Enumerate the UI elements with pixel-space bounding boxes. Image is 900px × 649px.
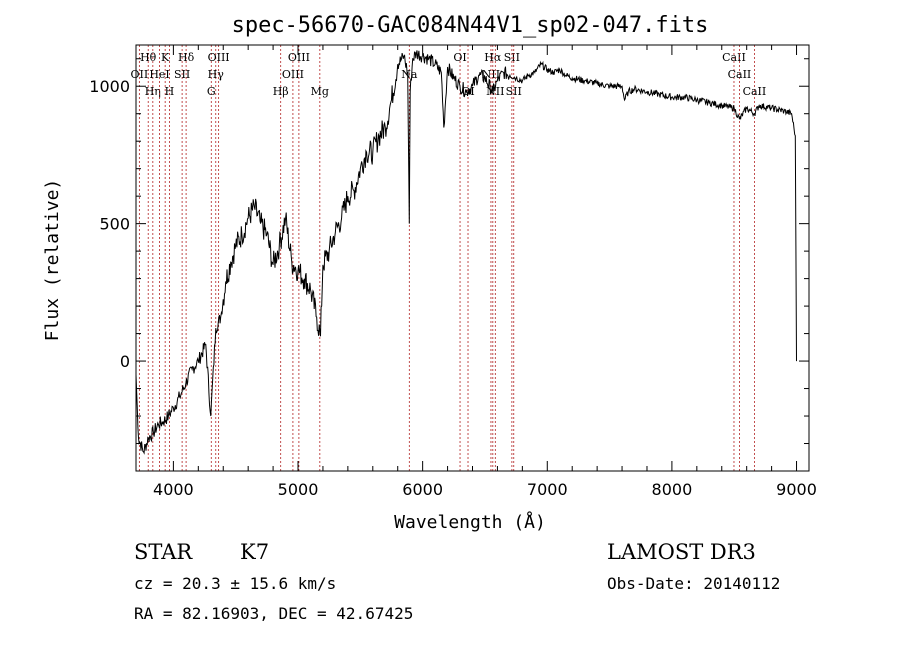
- marker-label-14: Mg: [311, 85, 329, 98]
- y-tick-label-2: 1000: [89, 77, 130, 96]
- marker-label-13: OIII: [288, 51, 310, 64]
- marker-label-23: CaII: [722, 51, 746, 64]
- x-tick-label-0: 4000: [153, 480, 194, 499]
- marker-label-1: OII: [131, 68, 149, 81]
- x-tick-label-2: 6000: [402, 480, 443, 499]
- marker-label-8: G: [207, 85, 216, 98]
- marker-label-7: Hδ: [178, 51, 195, 64]
- y-tick-label-0: 0: [120, 352, 130, 371]
- x-tick-label-1: 5000: [278, 480, 319, 499]
- marker-label-16: OI: [453, 51, 466, 64]
- plot-frame: [135, 44, 810, 472]
- object-subclass: K7: [240, 540, 270, 564]
- x-tick-label-3: 7000: [527, 480, 568, 499]
- coordinates: RA = 82.16903, DEC = 42.67425: [134, 604, 414, 623]
- marker-label-19: Hα: [484, 51, 502, 64]
- y-axis-label: Flux (relative): [42, 179, 63, 342]
- marker-label-0: Hθ: [140, 51, 157, 64]
- x-tick-label-4: 8000: [652, 480, 693, 499]
- marker-label-4: K: [161, 51, 170, 64]
- x-tick-label-5: 9000: [776, 480, 817, 499]
- marker-label-12: OIII: [282, 68, 304, 81]
- marker-label-22: SII: [506, 85, 522, 98]
- chart-title: spec-56670-GAC084N44V1_sp02-047.fits: [232, 13, 709, 38]
- series-line-flux: [135, 50, 797, 455]
- observation-date: Obs-Date: 20140112: [607, 574, 781, 593]
- series-layer: [135, 50, 797, 455]
- marker-label-24: CaII: [728, 68, 752, 81]
- redshift-velocity: cz = 20.3 ± 15.6 km/s: [134, 574, 337, 593]
- marker-label-9: Hγ: [208, 68, 225, 81]
- y-tick-label-1: 500: [99, 215, 130, 234]
- marker-label-5: H: [165, 85, 175, 98]
- survey-name: LAMOST DR3: [607, 540, 756, 564]
- marker-label-6: SII: [174, 68, 190, 81]
- x-axis-label: Wavelength (Å): [394, 511, 546, 533]
- marker-label-11: Hβ: [273, 85, 289, 98]
- marker-label-15: Na: [401, 68, 418, 81]
- spectral-line-markers: Hθ OII Hη HeI K H SII Hδ G Hγ OIII Hβ OIII OIII Mg Na OI…: [131, 45, 767, 471]
- object-class: STAR: [134, 540, 193, 564]
- marker-label-3: HeI: [149, 68, 169, 81]
- marker-label-21: SII: [504, 51, 520, 64]
- marker-label-20: NII: [486, 85, 504, 98]
- marker-label-10: OIII: [208, 51, 230, 64]
- axes-layer: 4000 5000 6000 7000 8000 9000 0 500 1000: [89, 45, 817, 499]
- marker-label-2: Hη: [145, 85, 161, 98]
- marker-label-25: CaII: [743, 85, 767, 98]
